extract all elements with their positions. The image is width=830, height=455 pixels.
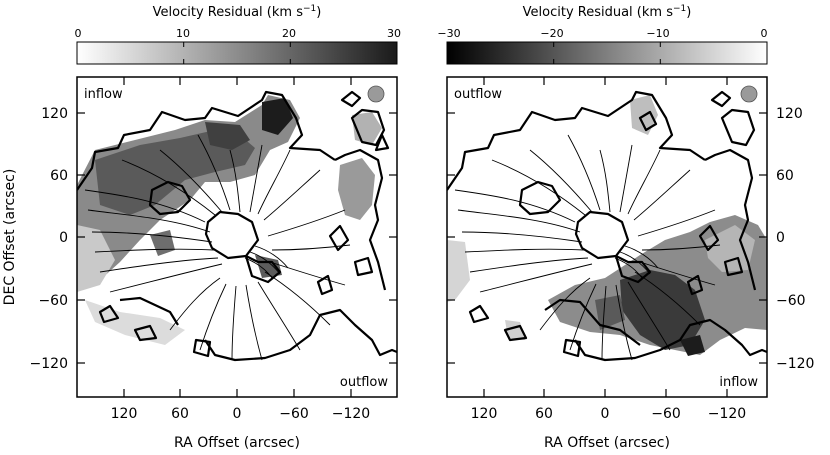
right-colorbar-tick: 0 <box>761 27 768 40</box>
right-annotation-top: outflow <box>454 87 502 102</box>
right-xtick: −120 <box>708 406 746 422</box>
right-panel: Velocity Residual (km s−1) −30 −20 −10 0 <box>437 4 814 451</box>
left-ytick: 120 <box>41 106 68 122</box>
right-xtick: 60 <box>535 406 553 422</box>
left-xlabel: RA Offset (arcsec) <box>174 435 300 451</box>
right-colorbar-tick: −30 <box>437 27 460 40</box>
right-xtick: 0 <box>601 406 610 422</box>
right-ytick: 60 <box>776 168 794 184</box>
right-colorbar-label: Velocity Residual (km s−1) <box>523 4 692 20</box>
left-ticks <box>77 77 397 397</box>
right-xtick: 120 <box>471 406 498 422</box>
right-ytick: 0 <box>776 230 785 246</box>
left-ytick: −120 <box>30 356 68 372</box>
right-residual-shading <box>447 95 767 356</box>
right-colorbar <box>446 41 768 65</box>
left-colorbar-tick: 20 <box>282 27 296 40</box>
right-ytick: −120 <box>776 356 814 372</box>
left-panel: Velocity Residual (km s−1) 0 10 20 30 <box>2 4 401 451</box>
right-mask-boundary <box>447 90 767 362</box>
left-mask-boundary <box>77 90 397 362</box>
right-beam-icon <box>740 85 758 103</box>
left-xtick: −120 <box>332 406 370 422</box>
left-xtick: 60 <box>171 406 189 422</box>
right-residual-map: outflow inflow <box>447 85 767 390</box>
left-colorbar-tick: 0 <box>75 27 82 40</box>
right-colorbar-tick: −20 <box>540 27 563 40</box>
left-beam-icon <box>367 85 385 103</box>
right-ticks <box>447 77 767 397</box>
left-annotation-top: inflow <box>84 87 123 102</box>
right-velocity-contours <box>454 134 721 361</box>
ylabel: DEC Offset (arcsec) <box>2 169 18 306</box>
right-xlabel: RA Offset (arcsec) <box>544 435 670 451</box>
right-ytick: 120 <box>776 106 803 122</box>
left-xtick: −60 <box>279 406 309 422</box>
right-xtick: −60 <box>651 406 681 422</box>
left-ytick: −60 <box>38 293 68 309</box>
left-colorbar-tick: 30 <box>387 27 401 40</box>
left-colorbar-label: Velocity Residual (km s−1) <box>153 4 322 20</box>
right-annotation-bottom: inflow <box>719 375 758 390</box>
left-residual-map: inflow outflow <box>77 85 397 390</box>
left-ytick: 0 <box>59 230 68 246</box>
left-xtick: 0 <box>233 406 242 422</box>
right-colorbar-tick: −10 <box>646 27 669 40</box>
left-colorbar-tick: 10 <box>176 27 190 40</box>
left-velocity-contours <box>84 134 351 361</box>
left-residual-shading <box>77 95 382 345</box>
left-ytick: 60 <box>50 168 68 184</box>
left-colorbar <box>76 41 398 65</box>
right-ytick: −60 <box>776 293 806 309</box>
left-xtick: 120 <box>111 406 138 422</box>
left-annotation-bottom: outflow <box>340 375 388 390</box>
